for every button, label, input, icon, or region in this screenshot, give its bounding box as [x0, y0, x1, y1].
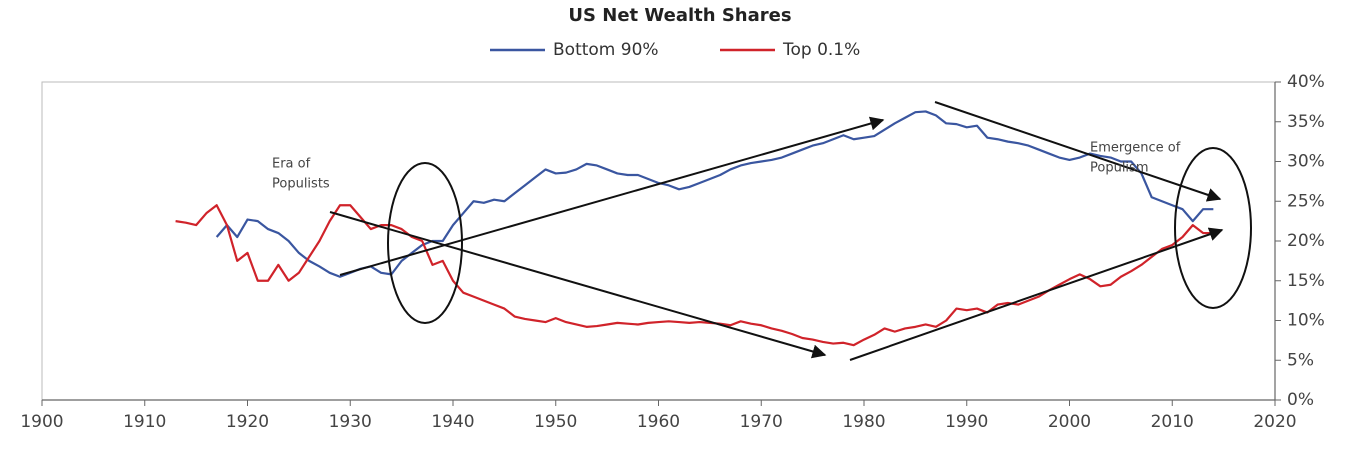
annotation-shapes [329, 101, 1252, 361]
x-tick-label: 2010 [1151, 412, 1194, 432]
arrow [339, 116, 885, 276]
legend-label: Top 0.1% [782, 40, 860, 60]
x-tick-label: 1920 [226, 412, 269, 432]
legend: Bottom 90% Top 0.1% [490, 40, 860, 60]
plot-area: 0% 5% 10% 15% 20% 25% 30% 35% 40% 1900 1910 1920 193… [20, 72, 1324, 432]
y-tick-label: 35% [1287, 112, 1325, 132]
x-tick-label: 1910 [123, 412, 166, 432]
x-tick-label: 1970 [740, 412, 783, 432]
plot-frame [41, 81, 1276, 401]
arrow [329, 211, 827, 359]
x-tick-label: 1960 [637, 412, 680, 432]
y-tick-label: 25% [1287, 191, 1325, 211]
y-tick-label: 20% [1287, 231, 1325, 251]
x-tick-label: 2000 [1048, 412, 1091, 432]
x-tick-label: 1940 [431, 412, 474, 432]
ellipse [387, 162, 463, 324]
series-line [215, 110, 1214, 278]
annotation: Populism [1090, 161, 1148, 176]
y-tick-label: 0% [1287, 390, 1314, 410]
annotation: Emergence of [1090, 141, 1181, 156]
x-tick-label: 1980 [842, 412, 885, 432]
series-line [175, 204, 1214, 347]
arrow [934, 101, 1222, 202]
y-tick-label: 40% [1287, 72, 1325, 92]
x-tick-label: 1950 [534, 412, 577, 432]
annotation: Populists [272, 177, 330, 192]
y-tick-label: 5% [1287, 350, 1314, 370]
arrow [849, 227, 1224, 361]
y-tick-label: 30% [1287, 152, 1325, 172]
y-tick-label: 15% [1287, 271, 1325, 291]
chart-title: US Net Wealth Shares [568, 5, 791, 26]
annotation: Era of [272, 157, 311, 172]
legend-label: Bottom 90% [553, 40, 659, 60]
x-tick-label: 1990 [945, 412, 988, 432]
ellipse [1174, 147, 1252, 309]
y-tick-label: 10% [1287, 311, 1325, 331]
x-tick-label: 2020 [1253, 412, 1296, 432]
x-tick-label: 1930 [329, 412, 372, 432]
x-tick-label: 1900 [20, 412, 63, 432]
